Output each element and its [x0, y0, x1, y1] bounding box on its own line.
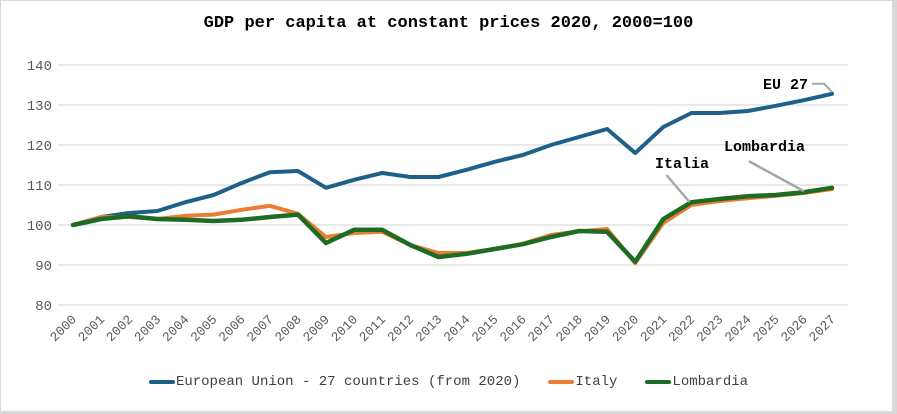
legend-swatch [148, 380, 175, 384]
x-tick-label: 2026 [778, 312, 811, 345]
x-tick-label: 2004 [160, 312, 193, 345]
x-tick-label: 2018 [553, 312, 586, 345]
x-tick-label: 2002 [103, 312, 136, 345]
x-tick-label: 2025 [750, 312, 783, 345]
x-tick-label: 2024 [722, 312, 755, 345]
y-tick-label: 120 [27, 139, 52, 155]
x-tick-label: 2015 [469, 312, 502, 345]
y-tick-label: 100 [27, 219, 52, 235]
legend-label: Italy [575, 374, 618, 390]
legend-swatch [645, 380, 672, 384]
x-tick-label: 2020 [609, 312, 642, 345]
x-tick-label: 2006 [216, 312, 249, 345]
y-tick-label: 80 [35, 299, 52, 315]
x-tick-label: 2023 [694, 312, 727, 345]
chart-title: GDP per capita at constant prices 2020, … [203, 14, 694, 33]
x-tick-label: 2014 [441, 312, 474, 345]
annotation-lombardia: Lombardia [724, 139, 805, 156]
series-line-european-union-27-countries-from-2020 [71, 91, 834, 227]
series-line-lombardia [70, 185, 835, 265]
x-tick-label: 2008 [272, 312, 305, 345]
x-tick-label: 2022 [666, 312, 699, 345]
x-tick-label: 2005 [188, 312, 221, 345]
x-tick-label: 2001 [75, 312, 108, 345]
x-tick-label: 2003 [131, 312, 164, 345]
legend-label: Lombardia [672, 374, 749, 390]
x-tick-label: 2009 [300, 312, 333, 345]
legend-label: European Union - 27 countries (from 2020… [175, 374, 521, 390]
legend-item: Lombardia [645, 374, 748, 390]
x-tick-label: 2011 [356, 312, 389, 345]
x-tick-label: 2000 [47, 312, 80, 345]
y-tick-label: 140 [27, 59, 52, 75]
x-tick-label: 2016 [497, 312, 530, 345]
x-tick-label: 2007 [244, 312, 277, 345]
x-tick-label: 2021 [637, 312, 670, 345]
x-tick-label: 2027 [806, 312, 839, 345]
annotation-leader-lombardia [748, 160, 805, 193]
y-tick-label: 130 [27, 99, 52, 115]
y-tick-label: 110 [27, 179, 52, 195]
legend-item: European Union - 27 countries (from 2020… [148, 374, 521, 390]
series-line-italy [71, 187, 834, 265]
annotation-eu-27: EU 27 [763, 77, 808, 94]
x-tick-label: 2017 [525, 312, 558, 345]
x-tick-label: 2010 [328, 312, 361, 345]
y-tick-label: 90 [35, 259, 52, 275]
legend-swatch [548, 380, 575, 384]
annotation-leader-italia [665, 174, 691, 203]
x-tick-label: 2019 [581, 312, 614, 345]
annotation-leader-eu [812, 82, 833, 93]
x-tick-label: 2012 [384, 312, 417, 345]
legend: European Union - 27 countries (from 2020… [0, 374, 897, 390]
annotation-italia: Italia [655, 156, 709, 173]
x-tick-label: 2013 [413, 312, 446, 345]
legend-item: Italy [548, 374, 617, 390]
